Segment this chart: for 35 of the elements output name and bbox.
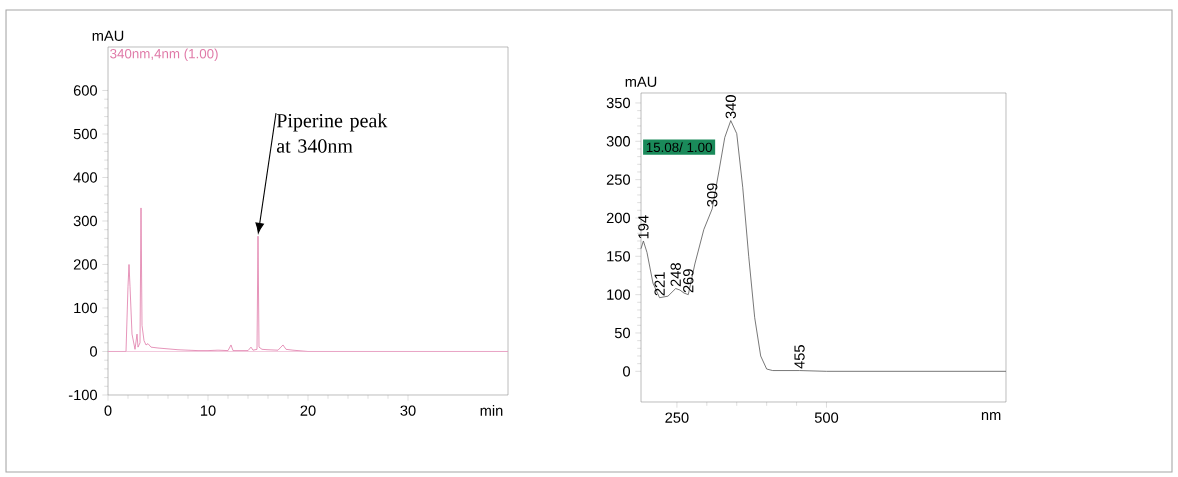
x-tick-label: 10 <box>200 405 216 416</box>
y-tick-label: 400 <box>73 172 98 183</box>
y-tick-label: 250 <box>606 174 631 185</box>
y-tick-label: 150 <box>607 251 631 262</box>
x-tick-label: 20 <box>300 405 316 416</box>
y-tick-label: 300 <box>73 215 98 227</box>
y-tick-label: -100 <box>68 389 98 401</box>
x-tick-label: 30 <box>400 405 416 416</box>
annotation: 15.08/ 1.00 <box>646 142 712 153</box>
y-tick-label: 0 <box>90 346 98 357</box>
x-axis-title: min <box>480 405 503 416</box>
y-axis-title: mAU <box>92 30 124 41</box>
annotation: Piperine peak at 340nm <box>276 113 388 153</box>
annotation: 248 <box>670 263 681 287</box>
annotation: 269 <box>683 269 694 293</box>
annotation: 340nm,4nm (1.00) <box>110 48 218 62</box>
annotation: 194 <box>638 215 649 239</box>
y-axis-title: mAU <box>625 76 657 87</box>
annotation: 221 <box>654 272 665 296</box>
annotation: 309 <box>707 183 718 207</box>
x-tick-label: 0 <box>104 405 112 416</box>
y-tick-label: 600 <box>73 85 98 96</box>
y-tick-label: 350 <box>606 97 631 109</box>
y-tick-label: 200 <box>606 212 631 224</box>
x-axis-title: nm <box>981 412 1001 420</box>
y-tick-label: 50 <box>614 327 631 339</box>
line-series <box>640 120 1007 372</box>
annotation: 455 <box>794 345 805 369</box>
y-tick-label: 0 <box>623 366 631 377</box>
annotation: 340 <box>725 95 736 119</box>
y-tick-label: 200 <box>73 259 98 270</box>
y-tick-label: 100 <box>607 289 631 300</box>
y-tick-label: 100 <box>74 302 98 314</box>
y-tick-label: 300 <box>606 136 631 147</box>
y-tick-label: 500 <box>73 128 98 140</box>
